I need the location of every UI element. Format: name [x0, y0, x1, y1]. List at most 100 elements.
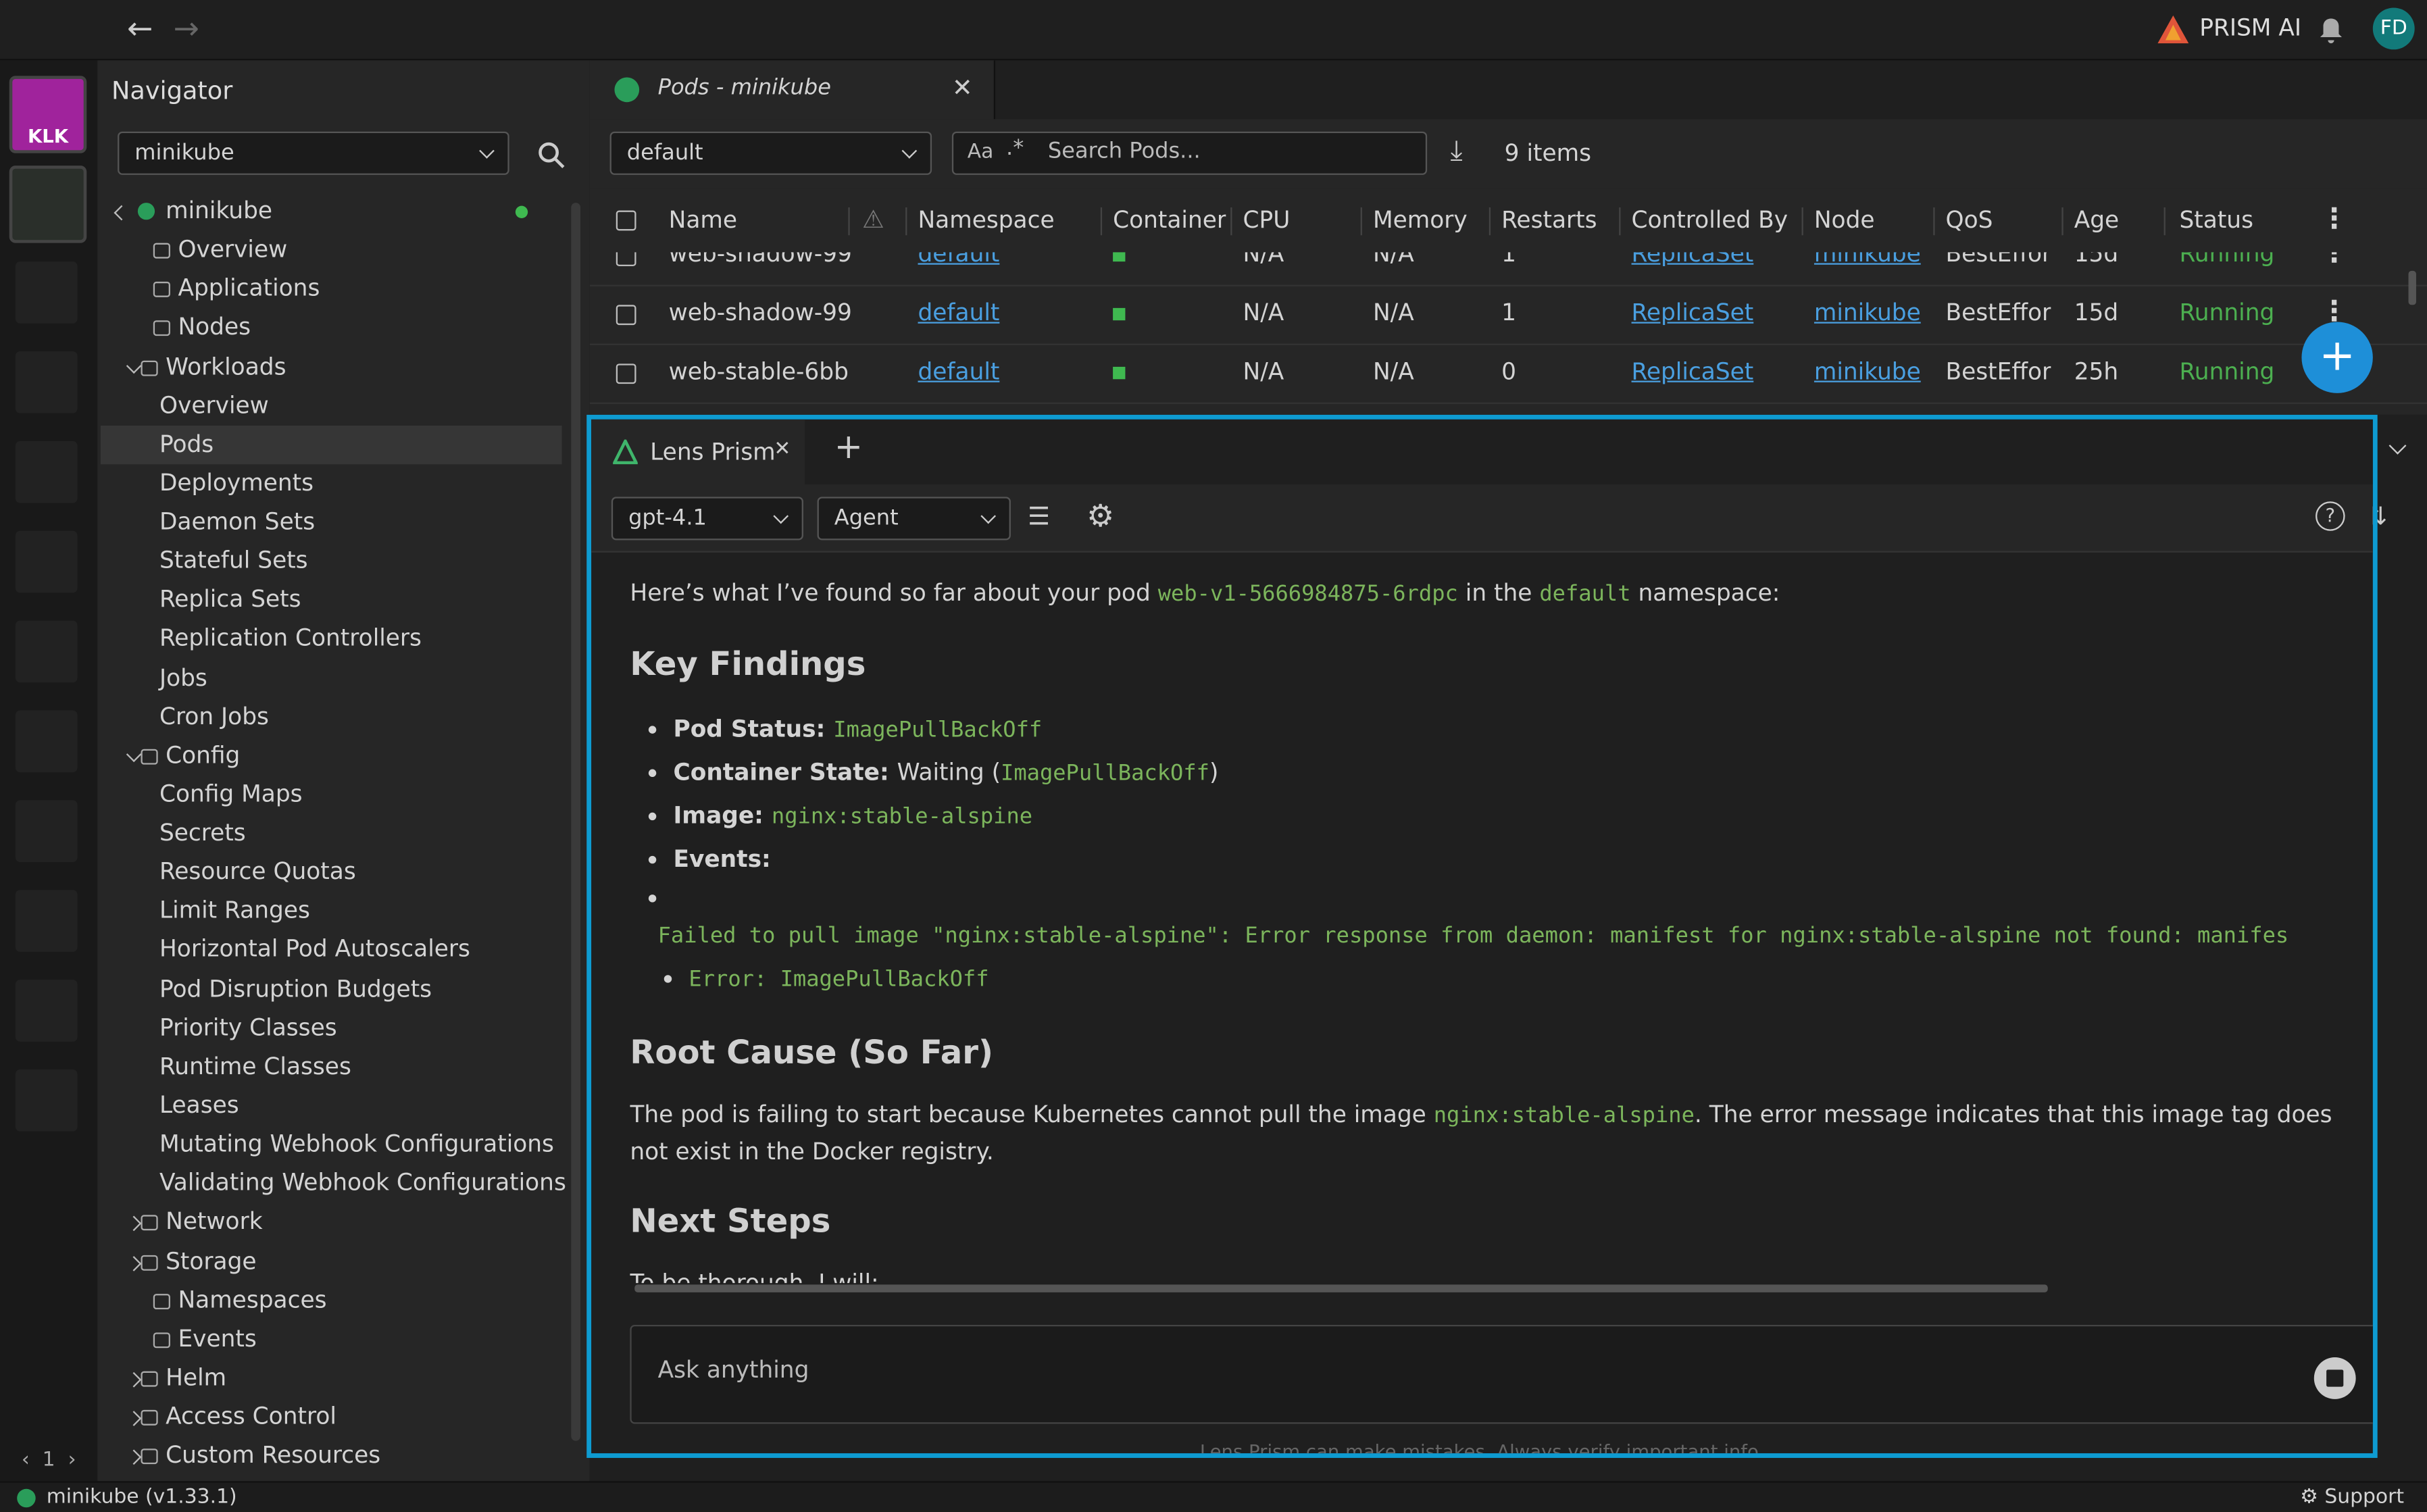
status-icon [17, 1488, 36, 1508]
nav-item[interactable]: Jobs [101, 659, 562, 697]
chat-input[interactable]: Ask anything [630, 1324, 2373, 1424]
model-select[interactable]: gpt-4.1 [611, 497, 803, 540]
nav-item[interactable]: Runtime Classes [101, 1048, 562, 1086]
select-all[interactable] [616, 210, 636, 231]
cell-controlled-by[interactable]: ReplicaSet [1631, 252, 1754, 268]
notifications[interactable] [2317, 16, 2345, 44]
column-menu[interactable]: ⋮ [2320, 203, 2349, 236]
nav-item[interactable]: Horizontal Pod Autoscalers [101, 931, 562, 969]
row-checkbox[interactable] [616, 363, 636, 384]
nav-item[interactable]: Replication Controllers [101, 620, 562, 658]
prism-ai-button[interactable]: PRISM AI [2199, 14, 2302, 42]
heading: Key Findings [630, 645, 866, 683]
collapse[interactable] [2388, 436, 2407, 455]
avatar[interactable]: FD [2372, 7, 2415, 50]
nav-item[interactable]: Config [101, 736, 562, 775]
nav-item[interactable]: Leases [101, 1086, 562, 1125]
nav-item[interactable]: Overview [101, 386, 562, 425]
nav-item[interactable]: Nodes [101, 309, 562, 347]
search-icon[interactable] [537, 141, 565, 169]
nav-item[interactable]: Priority Classes [101, 1009, 562, 1047]
column-header[interactable]: Controlled By [1631, 205, 1788, 234]
nav-item[interactable]: Workloads [101, 347, 562, 386]
column-header[interactable]: CPU [1243, 205, 1291, 234]
column-header[interactable]: Name [668, 205, 738, 234]
prism-tab[interactable]: Lens Prism ✕ [591, 419, 805, 485]
nav-item[interactable]: Events [101, 1320, 562, 1359]
download[interactable]: ⤓ [1450, 134, 1463, 168]
nav-item[interactable]: Daemon Sets [101, 503, 562, 542]
cluster-icon[interactable]: KLK [9, 76, 87, 153]
row-checkbox[interactable] [616, 252, 636, 267]
column-header[interactable]: Status [2179, 205, 2254, 234]
row-checkbox[interactable] [616, 305, 636, 326]
cell-qos: BestEffort [1945, 357, 2051, 386]
cell-node[interactable]: minikube [1813, 299, 1921, 327]
nav-item[interactable]: Cron Jobs [101, 697, 562, 736]
nav-item[interactable]: Validating Webhook Configurations [101, 1164, 566, 1203]
regex-toggle[interactable]: .* [1006, 136, 1024, 161]
cell-controlled-by[interactable]: ReplicaSet [1631, 357, 1754, 386]
nav-item[interactable]: Stateful Sets [101, 542, 562, 580]
cluster-icon-2[interactable] [9, 166, 87, 243]
new-tab[interactable]: + [834, 428, 863, 468]
cluster-select[interactable]: minikube [118, 131, 509, 175]
nav-item[interactable]: Applications [101, 270, 562, 308]
column-header[interactable]: Age [2074, 205, 2120, 234]
nav-item[interactable]: Overview [101, 231, 562, 270]
nav-item[interactable]: Helm [101, 1359, 562, 1397]
column-header[interactable]: QoS [1945, 205, 1993, 234]
nav-item[interactable]: Pods [100, 425, 562, 464]
nav-item[interactable]: Pod Disruption Budgets [101, 969, 562, 1008]
nav-item[interactable]: Storage [101, 1242, 562, 1280]
cell-controlled-by[interactable]: ReplicaSet [1631, 299, 1754, 327]
nav-item[interactable]: Config Maps [101, 776, 562, 814]
pods-tab[interactable]: Pods - minikube ✕ [589, 60, 995, 120]
cell-node[interactable]: minikube [1813, 357, 1921, 386]
column-header[interactable]: Node [1813, 205, 1875, 234]
settings[interactable]: ⚙ [1086, 497, 1115, 534]
table-row[interactable]: web-stable-6bb default N/A N/A 0 ReplicaSet mi… [589, 344, 2427, 404]
nav-item[interactable]: Network [101, 1203, 562, 1242]
hotbar-pager[interactable]: ‹ 1 › [21, 1448, 76, 1472]
nav-item[interactable]: Mutating Webhook Configurations [101, 1126, 562, 1164]
column-header[interactable]: Namespace [918, 205, 1055, 234]
add-button[interactable]: + [2301, 322, 2373, 393]
nav-item[interactable]: Deployments [101, 464, 562, 503]
case-toggle[interactable]: Aa [967, 141, 994, 164]
event: Failed to pull image "nginx:stable-alspi… [658, 915, 2372, 958]
nav-item[interactable]: Resource Quotas [101, 853, 562, 892]
text: Here’s what I’ve found so far about your… [630, 578, 1158, 607]
table-row[interactable]: web-shadow-99 default N/A N/A 1 ReplicaSet min… [589, 285, 2427, 345]
column-header[interactable]: Memory [1372, 205, 1468, 234]
support-link[interactable]: ⚙ Support [2300, 1486, 2405, 1509]
heading: Next Steps [630, 1202, 831, 1240]
cell-namespace[interactable]: default [918, 252, 1000, 268]
tab-close[interactable]: ✕ [951, 72, 973, 103]
nav-item[interactable]: Access Control [101, 1398, 562, 1436]
event-text: Error: ImagePullBackOff [689, 967, 989, 992]
nav-item[interactable]: Custom Resources [101, 1436, 562, 1475]
nav-item[interactable]: Replica Sets [101, 581, 562, 620]
cell-age: 25h [2074, 357, 2119, 386]
mode-select[interactable]: Agent [817, 497, 1011, 540]
back-button[interactable]: ← [126, 9, 153, 47]
nav-item[interactable]: Namespaces [101, 1281, 562, 1319]
column-header[interactable]: Container [1113, 205, 1227, 234]
stop-button[interactable] [2313, 1357, 2356, 1399]
cell-namespace[interactable]: default [918, 299, 1000, 327]
clear-chat[interactable]: ☰ [1028, 501, 1050, 531]
forward-button[interactable]: → [173, 9, 199, 47]
table-row[interactable]: web-shadow-99 default N/A N/A 1 ReplicaSet min… [589, 252, 2427, 286]
search-box[interactable]: Aa .* Search Pods... [951, 131, 1428, 175]
help[interactable]: ? [2316, 501, 2345, 531]
prism-tab-close[interactable]: ✕ [774, 438, 791, 461]
column-header[interactable]: Restarts [1501, 205, 1597, 234]
nav-cluster[interactable]: minikube [101, 192, 562, 230]
nav-item[interactable]: Secrets [101, 814, 562, 853]
namespace-select[interactable]: default [609, 131, 932, 175]
cell-node[interactable]: minikube [1813, 252, 1921, 268]
row-menu[interactable]: ⋮ [2320, 252, 2349, 270]
nav-item[interactable]: Limit Ranges [101, 892, 562, 930]
cell-namespace[interactable]: default [918, 357, 1000, 386]
